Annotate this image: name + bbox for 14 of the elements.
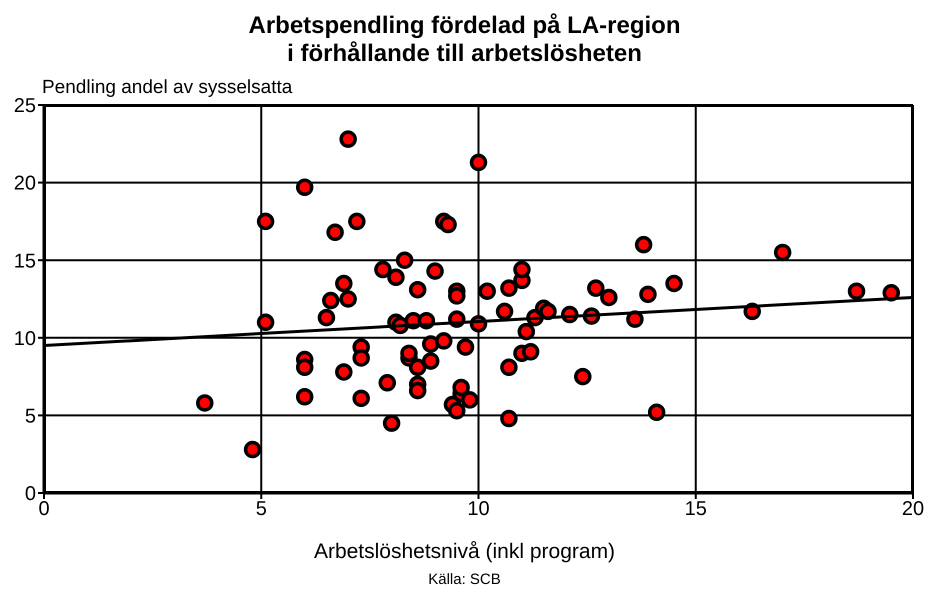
chart-title: Arbetspendling fördelad på LA-region i förhållande till arbetslösheten: [247, 12, 682, 68]
x-tick-label: 15: [684, 498, 707, 520]
x-tick-label: 5: [256, 498, 267, 520]
y-tick-label: 25: [14, 95, 36, 118]
x-tick-label: 20: [902, 498, 924, 520]
y-tick-label: 10: [14, 328, 36, 350]
y-axis-title: Pendling andel av sysselsatta: [42, 77, 292, 99]
y-tick-label: 5: [24, 406, 36, 428]
text: Källa: SCB: [427, 571, 502, 588]
y-tick-label: 15: [14, 250, 36, 272]
y-tick-label: 20: [14, 172, 36, 195]
x-axis-title: Arbetslöshetsnivå (inkl program): [312, 540, 616, 564]
y-tick-label: 0: [24, 483, 36, 506]
x-tick-label: 10: [467, 498, 490, 520]
